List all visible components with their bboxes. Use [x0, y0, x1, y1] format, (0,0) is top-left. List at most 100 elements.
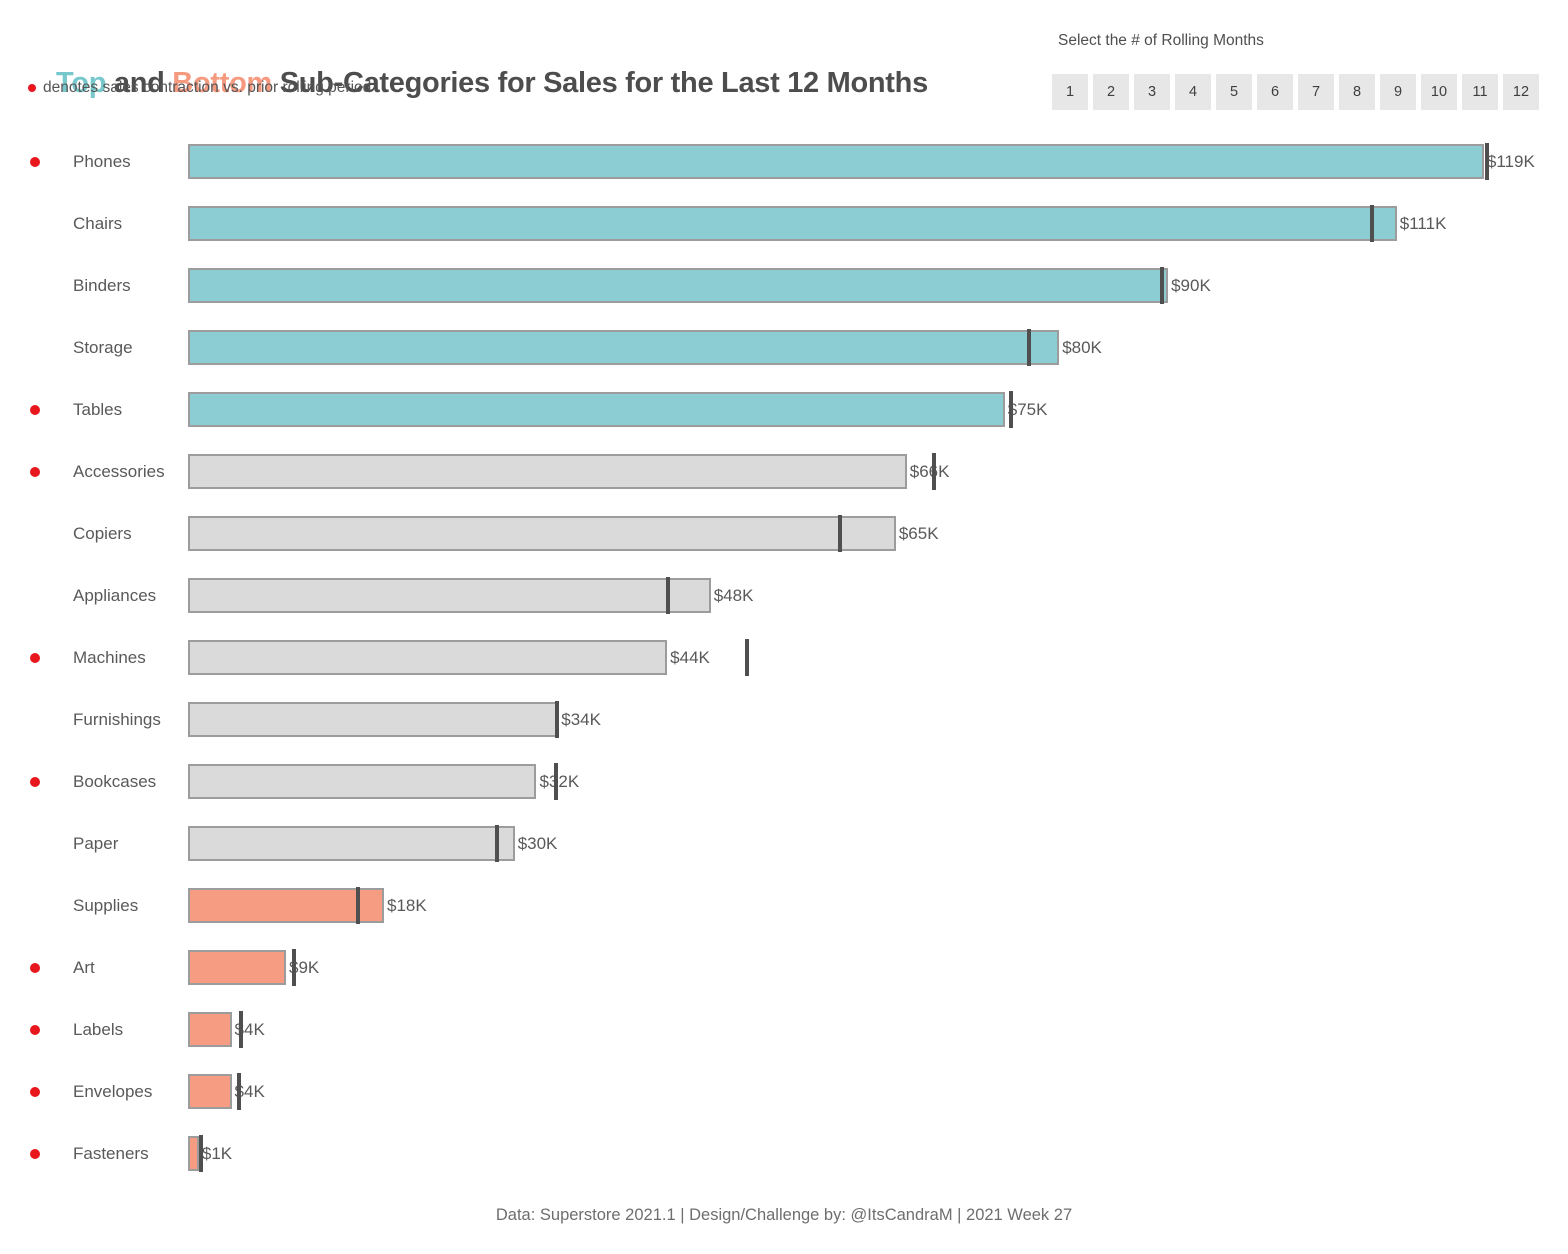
chart-row-bookcases: Bookcases $32K — [0, 763, 1568, 800]
sales-bar-machines[interactable] — [188, 640, 668, 675]
title-bottom-word: Bottom — [172, 67, 272, 99]
value-label: $44K — [670, 647, 710, 667]
contraction-dot-icon — [30, 466, 40, 477]
value-label: $65K — [898, 523, 939, 543]
sales-bar-supplies[interactable] — [188, 888, 385, 923]
rolling-month-button-8[interactable]: 8 — [1339, 74, 1375, 110]
sales-bar-furnishings[interactable] — [188, 702, 559, 737]
contraction-dot-icon — [30, 1086, 40, 1097]
category-label: Paper — [73, 833, 119, 853]
value-label: $4K — [234, 1081, 265, 1101]
category-label: Labels — [73, 1019, 124, 1039]
prior-period-tick — [554, 763, 559, 800]
prior-period-tick — [239, 1011, 244, 1048]
contraction-dot-icon — [30, 404, 40, 415]
category-label: Fasteners — [73, 1143, 149, 1163]
contraction-dot-icon — [30, 652, 40, 663]
value-label: $111K — [1399, 213, 1447, 233]
contraction-dot-icon — [30, 776, 40, 787]
sales-bar-copiers[interactable] — [188, 516, 896, 551]
chart-row-copiers: Copiers $65K — [0, 515, 1568, 552]
value-label: $9K — [289, 957, 320, 977]
category-label: Accessories — [73, 461, 165, 481]
contraction-dot-icon — [30, 1148, 40, 1159]
sales-bar-envelopes[interactable] — [188, 1074, 232, 1109]
prior-period-tick — [1369, 205, 1374, 242]
rolling-month-button-4[interactable]: 4 — [1175, 74, 1211, 110]
category-label: Tables — [73, 399, 123, 419]
category-label: Phones — [73, 151, 131, 171]
rolling-month-button-9[interactable]: 9 — [1380, 74, 1416, 110]
chart-row-envelopes: Envelopes $4K — [0, 1073, 1568, 1110]
contraction-dot-icon — [28, 84, 36, 92]
chart-row-appliances: Appliances $48K — [0, 577, 1568, 614]
prior-period-tick — [237, 1073, 242, 1110]
sales-bar-art[interactable] — [188, 950, 286, 985]
category-label: Machines — [73, 647, 146, 667]
chart-row-supplies: Supplies $18K — [0, 887, 1568, 924]
value-label: $34K — [561, 709, 601, 729]
prior-period-tick — [838, 515, 843, 552]
chart-row-paper: Paper $30K — [0, 825, 1568, 862]
rolling-month-button-10[interactable]: 10 — [1421, 74, 1457, 110]
sales-bar-fasteners[interactable] — [188, 1136, 199, 1171]
prior-period-tick — [291, 949, 296, 986]
sales-bar-tables[interactable] — [188, 392, 1005, 427]
prior-period-tick — [555, 701, 560, 738]
chart-row-binders: Binders $90K — [0, 267, 1568, 304]
value-label: $18K — [387, 895, 427, 915]
category-label: Appliances — [73, 585, 157, 605]
category-label: Binders — [73, 275, 131, 295]
rolling-month-button-11[interactable]: 11 — [1462, 74, 1498, 110]
chart-row-labels: Labels $4K — [0, 1011, 1568, 1048]
contraction-dot-icon — [30, 156, 40, 167]
value-label: $80K — [1062, 337, 1102, 357]
sales-bar-appliances[interactable] — [188, 578, 711, 613]
value-label: $90K — [1171, 275, 1211, 295]
chart-row-chairs: Chairs $111K — [0, 205, 1568, 242]
sales-bar-accessories[interactable] — [188, 454, 907, 489]
prior-period-tick — [355, 887, 360, 924]
sales-bar-phones[interactable] — [188, 144, 1484, 179]
category-label: Supplies — [73, 895, 139, 915]
rolling-months-selector: 1 2 3 4 5 6 7 8 9 10 11 12 — [1052, 74, 1539, 110]
value-label: $119K — [1486, 151, 1535, 171]
prior-period-tick — [199, 1135, 204, 1172]
category-label: Copiers — [73, 523, 132, 543]
chart-row-art: Art $9K — [0, 949, 1568, 986]
rolling-months-label: Select the # of Rolling Months — [1058, 32, 1264, 49]
rolling-month-button-2[interactable]: 2 — [1093, 74, 1129, 110]
value-label: $48K — [713, 585, 754, 605]
sales-bar-binders[interactable] — [188, 268, 1169, 303]
rolling-month-button-6[interactable]: 6 — [1257, 74, 1293, 110]
sales-bar-paper[interactable] — [188, 826, 515, 861]
sales-bar-storage[interactable] — [188, 330, 1060, 365]
rolling-month-button-3[interactable]: 3 — [1134, 74, 1170, 110]
rolling-month-button-5[interactable]: 5 — [1216, 74, 1252, 110]
prior-period-tick — [744, 639, 749, 676]
sales-bar-chairs[interactable] — [188, 206, 1397, 241]
category-label: Furnishings — [73, 709, 161, 729]
chart-row-storage: Storage $80K — [0, 329, 1568, 366]
legend-note: denotes sales contraction vs. prior roll… — [28, 79, 371, 97]
sales-bar-labels[interactable] — [188, 1012, 232, 1047]
contraction-dot-icon — [30, 962, 40, 973]
value-label: $66K — [909, 461, 950, 481]
footer-credit: Data: Superstore 2021.1 | Design/Challen… — [495, 1206, 1073, 1224]
category-label: Storage — [73, 337, 133, 357]
contraction-dot-icon — [30, 1024, 40, 1035]
title-rest: Sub-Categories for Sales for the Last 12… — [271, 67, 929, 99]
title-top-word: Top — [56, 67, 107, 99]
title-and-word: and — [106, 67, 173, 99]
category-label: Envelopes — [73, 1081, 153, 1101]
prior-period-tick — [1009, 391, 1014, 428]
chart-row-accessories: Accessories $66K — [0, 453, 1568, 490]
chart-row-phones: Phones $119K — [0, 143, 1568, 180]
rolling-month-button-1[interactable]: 1 — [1052, 74, 1088, 110]
category-label: Bookcases — [73, 771, 157, 791]
sales-bar-bookcases[interactable] — [188, 764, 537, 799]
rolling-month-button-12[interactable]: 12 — [1503, 74, 1539, 110]
rolling-month-button-7[interactable]: 7 — [1298, 74, 1334, 110]
